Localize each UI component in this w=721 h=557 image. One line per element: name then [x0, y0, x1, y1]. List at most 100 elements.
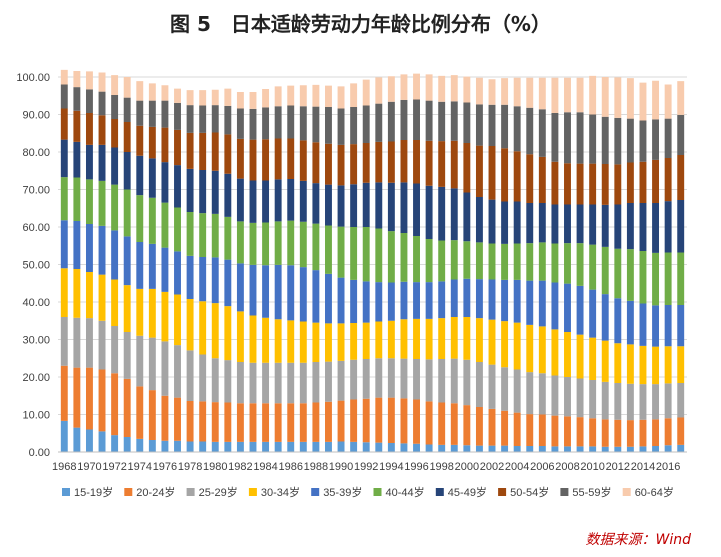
bar-segment: [677, 305, 685, 347]
bar-segment: [614, 117, 622, 165]
bar-segment: [274, 362, 282, 404]
x-tick-label: 1998: [429, 461, 453, 473]
bar-segment: [85, 89, 93, 113]
bar-segment: [249, 403, 257, 442]
bar-segment: [287, 105, 295, 139]
bar-segment: [513, 243, 521, 280]
bar-segment: [475, 362, 483, 407]
bar-segment: [513, 151, 521, 202]
bar-segment: [224, 173, 232, 217]
bar-segment: [111, 147, 119, 185]
bar-segment: [375, 397, 383, 443]
bar-segment: [513, 412, 521, 446]
x-tick-label: 1996: [404, 461, 428, 473]
bar-segment: [450, 444, 458, 452]
bar-segment: [186, 132, 194, 169]
bar-segment: [652, 305, 660, 347]
bar-segment: [639, 82, 647, 121]
bar-segment: [488, 243, 496, 280]
bar-segment: [73, 141, 81, 178]
bar-segment: [186, 350, 194, 401]
bar-segment: [400, 74, 408, 100]
bar-segment: [174, 251, 181, 295]
bar-segment: [626, 78, 634, 119]
bar-segment: [262, 139, 270, 181]
bar-segment: [161, 341, 169, 396]
bar-segment: [85, 113, 93, 145]
bar-segment: [299, 140, 307, 181]
bar-segment: [601, 381, 609, 420]
bar-segment: [639, 446, 647, 452]
bar-segment: [337, 441, 345, 452]
bar-segment: [589, 204, 597, 245]
bar-segment: [677, 252, 685, 305]
bar-segment: [186, 401, 194, 442]
bar-segment: [387, 320, 395, 359]
bar-segment: [400, 443, 408, 452]
bar-segment: [274, 86, 282, 107]
bar-segment: [236, 362, 244, 404]
bar-segment: [614, 298, 622, 344]
bar-segment: [526, 372, 534, 415]
bar-segment: [501, 367, 509, 411]
bar-segment: [337, 144, 345, 186]
bar-segment: [501, 104, 509, 149]
bar-segment: [350, 399, 358, 442]
bar-segment: [60, 365, 68, 421]
bar-segment: [652, 119, 660, 160]
bar-segment: [236, 311, 244, 362]
bar-segment: [677, 155, 685, 200]
bar-segment: [564, 204, 571, 244]
bar-segment: [438, 444, 446, 452]
bar-segment: [350, 227, 358, 280]
bar-segment: [488, 146, 496, 200]
bar-segment: [614, 419, 622, 447]
bar-segment: [73, 427, 81, 452]
bar-segment: [249, 108, 257, 140]
bar-segment: [488, 279, 496, 320]
bar-segment: [425, 239, 433, 283]
y-tick-label: 70.00: [22, 185, 50, 197]
bar-segment: [249, 222, 257, 265]
bar-segment: [626, 344, 634, 384]
bar-segment: [375, 228, 383, 283]
bar-segment: [211, 402, 219, 442]
x-tick-label: 1968: [52, 461, 76, 473]
bar-segment: [362, 442, 370, 452]
bar-segment: [111, 435, 119, 452]
bar-segment: [601, 446, 609, 452]
bar-segment: [400, 99, 408, 140]
bar-segment: [450, 279, 458, 317]
bar-segment: [274, 221, 282, 265]
bar-segment: [438, 359, 446, 403]
bar-segment: [148, 390, 156, 440]
bar-segment: [224, 441, 232, 452]
bar-segment: [551, 282, 559, 330]
bar-segment: [274, 106, 282, 139]
bar-segment: [262, 403, 270, 442]
bar-segment: [136, 386, 144, 439]
bar-segment: [677, 417, 685, 445]
x-tick-label: 1984: [253, 461, 277, 473]
bar-segment: [60, 420, 68, 452]
bar-segment: [589, 380, 597, 419]
bar-segment: [538, 77, 546, 110]
bar-segment: [614, 77, 622, 118]
bar-segment: [174, 345, 181, 398]
bar-segment: [375, 358, 383, 398]
bar-segment: [501, 148, 509, 202]
x-tick-label: 2008: [555, 461, 579, 473]
bar-segment: [601, 116, 609, 164]
bar-segment: [576, 204, 584, 244]
bar-segment: [387, 443, 395, 452]
bar-segment: [211, 132, 219, 171]
bar-segment: [337, 360, 345, 401]
bar-segment: [413, 140, 420, 184]
bar-segment: [488, 199, 496, 244]
bar-segment: [639, 384, 647, 420]
bar-segment: [123, 122, 131, 152]
bar-segment: [438, 75, 446, 102]
bar-segment: [639, 120, 647, 162]
bar-segment: [664, 346, 672, 384]
bar-segment: [60, 317, 68, 366]
